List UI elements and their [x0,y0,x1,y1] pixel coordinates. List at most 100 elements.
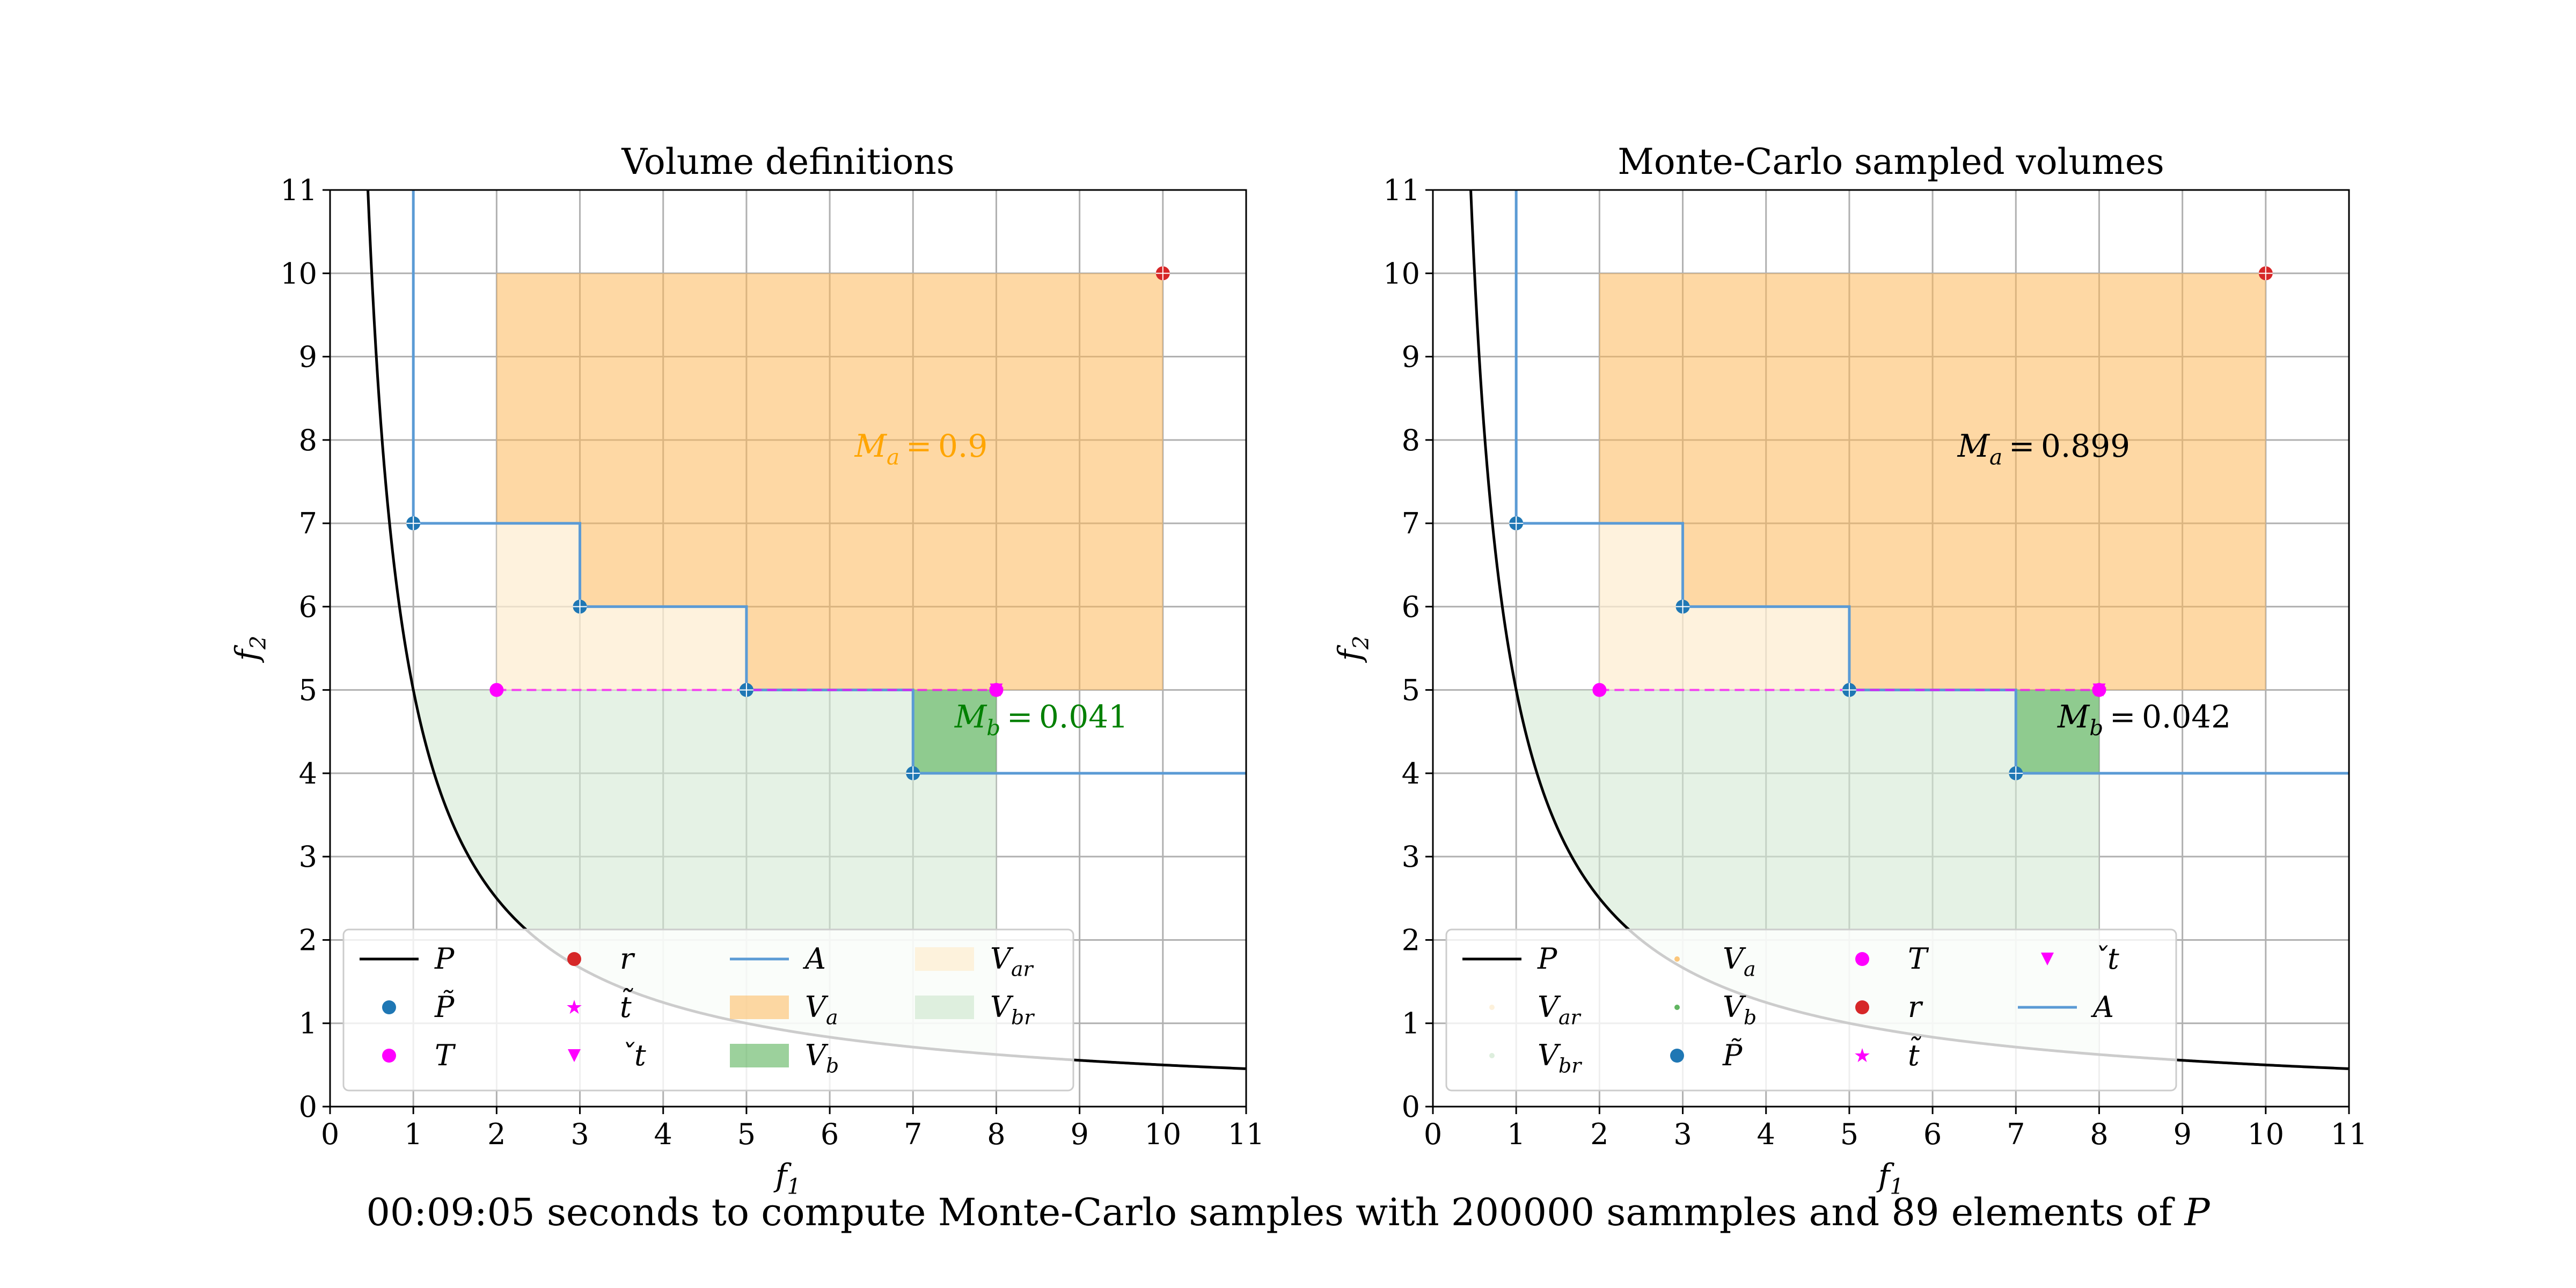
x-tick-label: 1 [1507,1117,1525,1151]
y-axis-label: f2 [1331,635,1374,663]
x-tick-label: 2 [487,1117,506,1151]
caption-symbol: P [2184,1190,2210,1234]
annotation-Mb: Mb = 0.041 [954,699,1128,741]
legend-label: T [1908,942,1929,976]
plot-area: ★ Ma = 0.899 Mb = 0.042 [1433,190,2349,1107]
legend-label: r [620,942,635,976]
chart-panel-1: Volume definitions ★ Ma = 0.9 Mb = 0.041 0 1 2… [229,141,1264,1199]
axes-frame [1432,189,2350,1108]
y-tick-label: 4 [1402,757,1420,791]
legend-marker-r [1855,1000,1869,1014]
annotation-Ma: Ma = 0.9 [854,428,988,470]
chart-panel-2: Monte-Carlo sampled volumes ★ Ma = 0.899 Mb… [1331,141,2367,1199]
legend-item: r [1855,990,1923,1024]
y-tick-label: 1 [1402,1007,1420,1041]
x-tick-label: 6 [821,1117,839,1151]
legend-label: t̃ [1908,1036,1921,1072]
x-tick-label: 4 [1757,1117,1775,1151]
legend-label: P̃ [434,990,455,1024]
legend-box [342,928,1074,1092]
legend-label: P [434,942,455,976]
legend-box [1445,928,2177,1092]
legend-marker-Vb [730,1044,789,1067]
legend-marker-T [382,1049,396,1063]
legend-label: Va [805,990,838,1029]
y-tick-label: 9 [1402,340,1420,374]
legend-label: Var [990,942,1034,981]
legend-marker-Va [1674,956,1680,962]
legend-item: Va [1674,942,1756,981]
legend-item: ★ t̃ [1854,1036,1921,1072]
legend-label: r [1908,990,1923,1024]
x-tick-label: 10 [2247,1117,2284,1151]
legend-label: Var [1538,990,1582,1029]
y-tick-label: 4 [299,757,317,791]
x-tick-label: 1 [404,1117,422,1151]
legend: P P̃ Tr ★ t̃ ˇt A Va Vb Var Vbr [342,928,1074,1092]
y-tick-label: 10 [280,257,317,290]
y-tick-label: 6 [299,590,317,624]
legend-item: Vbr [1489,1038,1582,1078]
caption-text: 00:09:05 seconds to compute Monte-Carlo … [366,1190,2185,1234]
legend-item: P̃ [382,990,455,1024]
legend-marker-Vbr [1489,1053,1495,1058]
legend-marker-check-t [568,1049,581,1062]
legend-label: P̃ [1722,1038,1743,1072]
legend-label: T [435,1038,456,1072]
y-tick-label: 5 [299,674,317,707]
x-tick-label: 11 [2331,1117,2368,1151]
legend-marker-check-t [2041,953,2054,965]
legend-label: Vbr [990,990,1035,1029]
x-tick-label: 4 [654,1117,672,1151]
x-tick-label: 6 [1923,1117,1942,1151]
check-t-marker [990,683,1003,697]
legend-label: Vb [1723,990,1757,1029]
legend-label: Vbr [1538,1038,1582,1078]
legend-label: ˇt [620,1038,646,1072]
y-tick-label: 11 [1383,173,1420,207]
target-point [1592,683,1607,697]
x-tick-label: 3 [1673,1117,1692,1151]
annotation-Mb: Mb = 0.042 [2057,699,2231,741]
Va-region [1599,273,2266,690]
legend-item: Va [730,990,838,1029]
x-tick-label: 9 [2173,1117,2191,1151]
y-tick-label: 5 [1402,674,1420,707]
y-tick-label: 10 [1383,257,1420,290]
legend: P Var Vbr Va Vb P̃ Tr ★ t̃ ˇt A [1445,928,2177,1092]
legend-marker-t-tilde: ★ [566,997,583,1019]
annotation-Ma: Ma = 0.899 [1957,428,2130,470]
legend-label: Vb [805,1038,839,1078]
legend-marker-T [1855,952,1869,966]
legend-item: Var [915,942,1034,981]
legend-item: ★ t̃ [566,987,633,1024]
attainment-front-A [412,190,1246,775]
y-tick-label: 2 [1402,923,1420,957]
y-tick-label: 7 [1402,507,1420,540]
x-tick-label: 9 [1070,1117,1088,1151]
legend-marker-Vbr [915,996,974,1019]
y-tick-label: 1 [299,1007,317,1041]
figure-caption: 00:09:05 seconds to compute Monte-Carlo … [0,1190,2576,1234]
legend-label: t̃ [620,987,633,1024]
x-tick-label: 8 [987,1117,1005,1151]
legend-label: Va [1723,942,1756,981]
y-tick-label: 11 [280,173,317,207]
y-tick-label: 2 [299,923,317,957]
legend-marker-P-tilde [382,1000,396,1014]
legend-marker-Var [1489,1005,1495,1010]
x-tick-label: 8 [2090,1117,2108,1151]
legend-marker-t-tilde: ★ [1854,1045,1871,1067]
tilde-t-marker: ★ [2090,679,2107,701]
x-tick-label: 0 [1424,1117,1442,1151]
chart-title: Monte-Carlo sampled volumes [1618,141,2164,182]
y-tick-label: 0 [1402,1090,1420,1124]
y-tick-label: 8 [299,423,317,457]
check-t-marker [2092,683,2106,697]
y-tick-label: 3 [1402,840,1420,874]
chart-title: Volume definitions [621,141,954,182]
y-tick-label: 7 [299,507,317,540]
x-tick-label: 7 [2007,1117,2025,1151]
legend-label: ˇt [2093,942,2119,976]
x-tick-label: 10 [1144,1117,1181,1151]
